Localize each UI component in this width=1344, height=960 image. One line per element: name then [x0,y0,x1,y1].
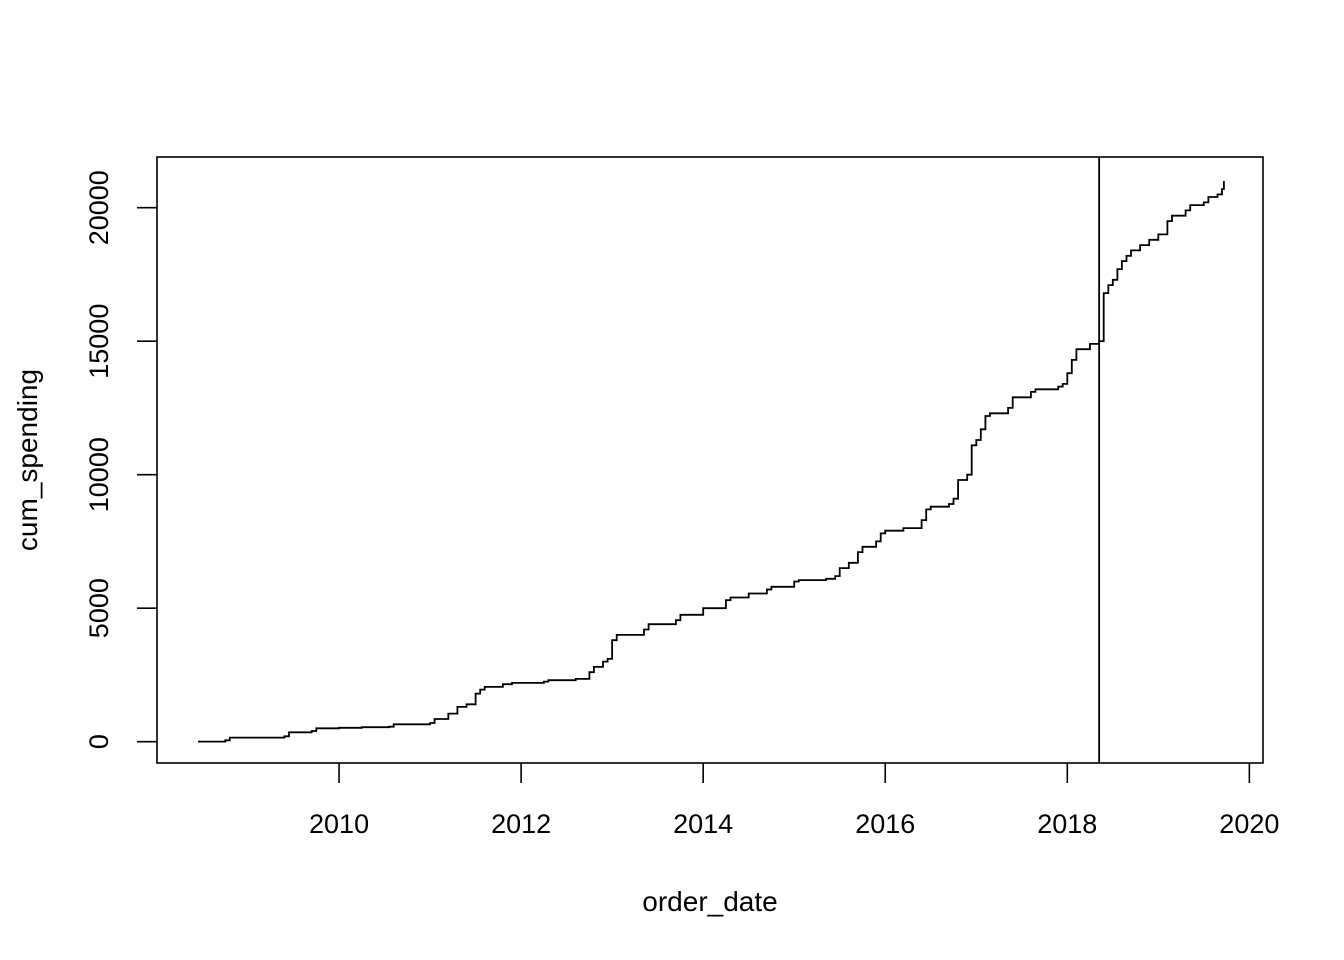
y-tick-label: 5000 [84,578,114,638]
x-tick-label: 2020 [1219,809,1279,839]
y-axis-title: cum_spending [12,369,43,551]
y-tick-label: 10000 [84,437,114,512]
x-tick-label: 2016 [855,809,915,839]
x-tick-label: 2018 [1037,809,1097,839]
y-tick-label: 15000 [84,304,114,379]
x-tick-label: 2012 [491,809,551,839]
x-axis: 2010 2012 2014 2016 2018 2020 [309,763,1279,839]
plot-frame [156,156,1264,764]
x-tick-label: 2010 [309,809,369,839]
x-tick-label: 2014 [673,809,733,839]
y-tick-label: 0 [84,734,114,749]
x-axis-title: order_date [642,886,777,917]
y-axis: 0 5000 10000 15000 20000 [84,170,157,749]
y-tick-label: 20000 [84,170,114,245]
cumulative-spending-line [198,181,1225,743]
